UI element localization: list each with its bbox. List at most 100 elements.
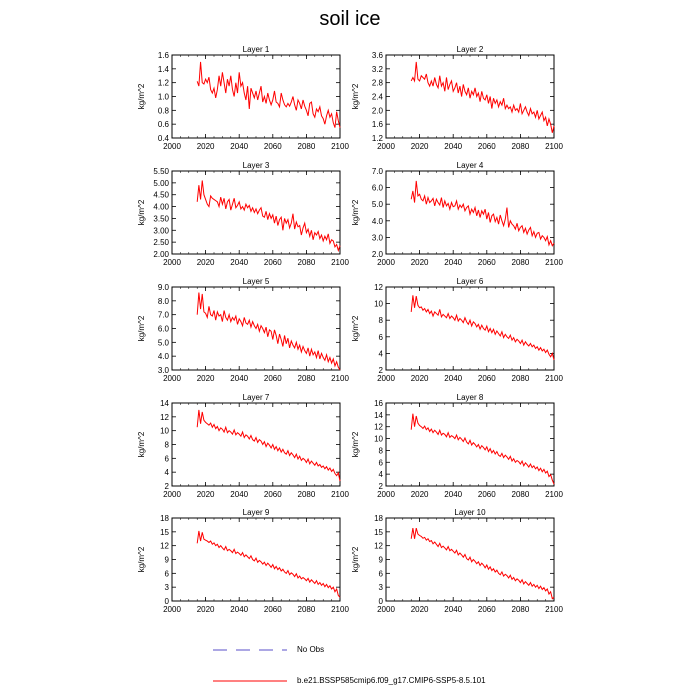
chart-panel: Layer 10 2000 2020 2040 2060 2080 2100 0 3 6 9 12 15… bbox=[351, 508, 563, 614]
y-tick-label: 4 bbox=[379, 470, 384, 479]
y-tick-label: 9.0 bbox=[158, 283, 170, 292]
plot-frame bbox=[171, 402, 341, 487]
y-tick-label: 3.6 bbox=[372, 51, 384, 60]
y-tick-label: 1.4 bbox=[158, 65, 170, 74]
panel-title: Layer 4 bbox=[457, 161, 484, 170]
y-tick-label: 6 bbox=[379, 458, 384, 467]
y-tick-label: 12 bbox=[160, 413, 169, 422]
y-tick-label: 1.6 bbox=[372, 120, 384, 129]
y-tick-label: 6 bbox=[165, 454, 170, 463]
x-tick-label: 2020 bbox=[411, 490, 429, 499]
y-axis-label: kg/m^2 bbox=[351, 199, 360, 225]
x-tick-label: 2080 bbox=[298, 605, 316, 614]
panel-title: Layer 10 bbox=[454, 508, 486, 517]
x-tick-label: 2020 bbox=[197, 374, 215, 383]
x-tick-label: 2100 bbox=[545, 490, 563, 499]
x-tick-label: 2060 bbox=[264, 605, 282, 614]
y-tick-label: 2.00 bbox=[153, 250, 169, 259]
x-tick-label: 2000 bbox=[163, 605, 181, 614]
plot-frame bbox=[171, 170, 341, 255]
y-tick-label: 1.0 bbox=[158, 93, 170, 102]
x-tick-label: 2040 bbox=[230, 142, 248, 151]
y-tick-label: 2 bbox=[379, 482, 384, 491]
y-tick-label: 14 bbox=[160, 399, 169, 408]
y-tick-label: 4 bbox=[165, 468, 170, 477]
x-tick-label: 2000 bbox=[163, 490, 181, 499]
x-tick-label: 2000 bbox=[377, 374, 395, 383]
y-tick-label: 4.50 bbox=[153, 191, 169, 200]
panel-title: Layer 8 bbox=[457, 393, 484, 402]
y-tick-label: 2.50 bbox=[153, 238, 169, 247]
y-tick-label: 3 bbox=[165, 583, 170, 592]
x-tick-label: 2060 bbox=[478, 258, 496, 267]
series-line bbox=[196, 61, 341, 128]
y-tick-label: 10 bbox=[374, 435, 383, 444]
chart-panel: Layer 2 2000 2020 2040 2060 2080 2100 1.2 1.6 2.0… bbox=[351, 45, 563, 151]
y-axis-label: kg/m^2 bbox=[137, 199, 146, 225]
y-tick-label: 8 bbox=[379, 446, 384, 455]
y-tick-label: 6.0 bbox=[372, 184, 384, 193]
chart-panel: Layer 1 2000 2020 2040 2060 2080 2100 0.4 0.6 0.8… bbox=[137, 45, 349, 151]
y-tick-label: 3.50 bbox=[153, 214, 169, 223]
x-tick-label: 2020 bbox=[411, 374, 429, 383]
x-tick-label: 2100 bbox=[545, 258, 563, 267]
x-tick-label: 2000 bbox=[163, 374, 181, 383]
x-tick-label: 2040 bbox=[230, 374, 248, 383]
series-line bbox=[410, 295, 555, 361]
x-tick-label: 2020 bbox=[411, 258, 429, 267]
y-tick-label: 2.8 bbox=[372, 79, 384, 88]
y-tick-label: 15 bbox=[374, 528, 383, 537]
x-tick-label: 2080 bbox=[298, 374, 316, 383]
x-tick-label: 2080 bbox=[512, 142, 530, 151]
y-tick-label: 7.0 bbox=[372, 167, 384, 176]
x-tick-label: 2100 bbox=[331, 142, 349, 151]
chart-panel: Layer 9 2000 2020 2040 2060 2080 2100 0 3 6 9 12 15 1… bbox=[137, 508, 349, 614]
x-tick-label: 2000 bbox=[163, 142, 181, 151]
series-line bbox=[196, 292, 341, 371]
x-tick-label: 2080 bbox=[512, 605, 530, 614]
x-tick-label: 2080 bbox=[512, 258, 530, 267]
y-tick-label: 3.0 bbox=[372, 233, 384, 242]
plot-frame bbox=[385, 286, 555, 371]
y-tick-label: 9 bbox=[165, 556, 170, 565]
y-tick-label: 6.0 bbox=[158, 325, 170, 334]
panel-title: Layer 3 bbox=[243, 161, 270, 170]
x-tick-label: 2020 bbox=[197, 490, 215, 499]
y-tick-label: 4.00 bbox=[153, 203, 169, 212]
y-tick-label: 6 bbox=[379, 333, 384, 342]
series-line bbox=[196, 530, 341, 598]
x-tick-label: 2060 bbox=[264, 258, 282, 267]
y-tick-label: 3.0 bbox=[158, 366, 170, 375]
x-tick-label: 2040 bbox=[230, 258, 248, 267]
x-tick-label: 2060 bbox=[478, 374, 496, 383]
y-tick-label: 10 bbox=[374, 300, 383, 309]
y-tick-label: 2.4 bbox=[372, 93, 384, 102]
y-tick-label: 2.0 bbox=[372, 250, 384, 259]
y-tick-label: 5.0 bbox=[158, 338, 170, 347]
y-axis-label: kg/m^2 bbox=[137, 315, 146, 341]
y-tick-label: 12 bbox=[160, 542, 169, 551]
y-axis-label: kg/m^2 bbox=[137, 431, 146, 457]
x-tick-label: 2060 bbox=[264, 374, 282, 383]
panel-title: Layer 9 bbox=[243, 508, 270, 517]
x-tick-label: 2000 bbox=[377, 258, 395, 267]
chart-panel: Layer 4 2000 2020 2040 2060 2080 2100 2.0 3.0 4.0… bbox=[351, 161, 563, 267]
y-tick-label: 1.6 bbox=[158, 51, 170, 60]
y-tick-label: 3.00 bbox=[153, 226, 169, 235]
chart-panel: Layer 3 2000 2020 2040 2060 2080 2100 2.00 2.50 3… bbox=[137, 161, 349, 267]
y-tick-label: 10 bbox=[160, 427, 169, 436]
y-axis-label: kg/m^2 bbox=[137, 83, 146, 109]
y-tick-label: 12 bbox=[374, 423, 383, 432]
y-tick-label: 2.0 bbox=[372, 106, 384, 115]
x-tick-label: 2020 bbox=[197, 142, 215, 151]
y-tick-label: 5.0 bbox=[372, 200, 384, 209]
series-line bbox=[410, 61, 555, 133]
y-tick-label: 0 bbox=[379, 597, 384, 606]
y-tick-label: 2 bbox=[165, 482, 170, 491]
y-tick-label: 0.8 bbox=[158, 106, 170, 115]
x-tick-label: 2040 bbox=[444, 605, 462, 614]
x-tick-label: 2080 bbox=[298, 490, 316, 499]
y-tick-label: 4 bbox=[379, 349, 384, 358]
x-tick-label: 2080 bbox=[298, 142, 316, 151]
